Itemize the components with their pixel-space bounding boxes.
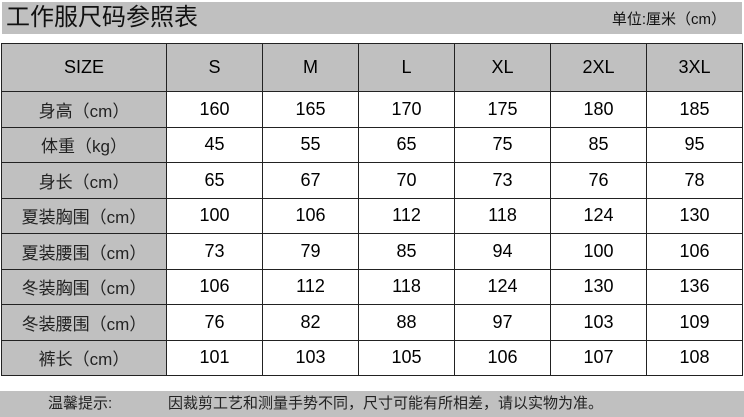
table-cell: 109	[646, 304, 743, 341]
table-cell: 55	[262, 126, 359, 163]
table-cell: 105	[358, 339, 455, 376]
table-cell: 118	[454, 197, 551, 234]
table-row: 裤长（cm） 101 103 105 106 107 108	[1, 339, 743, 376]
table-cell: 75	[454, 126, 551, 163]
table-cell: 130	[550, 268, 647, 305]
table-cell: 103	[262, 339, 359, 376]
row-label: 夏装胸围（cm）	[1, 197, 167, 234]
table-cell: 175	[454, 91, 551, 128]
title-bar: 工作服尺码参照表 单位:厘米（cm）	[2, 2, 742, 34]
row-label: 体重（kg）	[1, 126, 167, 163]
page-title: 工作服尺码参照表	[6, 4, 198, 31]
table-cell: 106	[262, 197, 359, 234]
table-cell: 100	[166, 197, 263, 234]
row-label: 身长（cm）	[1, 162, 167, 199]
table-cell: 100	[550, 233, 647, 270]
table-cell: 78	[646, 162, 743, 199]
row-label: 身高（cm）	[1, 91, 167, 128]
table-cell: 130	[646, 197, 743, 234]
row-label: 冬装腰围（cm）	[1, 304, 167, 341]
table-row: 夏装胸围（cm） 100 106 112 118 124 130	[1, 197, 743, 234]
table-cell: 97	[454, 304, 551, 341]
table-cell: 73	[454, 162, 551, 199]
size-header-l: L	[358, 43, 455, 92]
table-row: 冬装胸围（cm） 106 112 118 124 130 136	[1, 268, 743, 305]
table-cell: 124	[550, 197, 647, 234]
table-cell: 45	[166, 126, 263, 163]
size-header-s: S	[166, 43, 263, 92]
table-cell: 185	[646, 91, 743, 128]
footer-note: 因裁剪工艺和测量手势不同，尺寸可能有所相差，请以实物为准。	[168, 395, 604, 412]
table-cell: 165	[262, 91, 359, 128]
table-cell: 85	[550, 126, 647, 163]
table-cell: 76	[166, 304, 263, 341]
table-cell: 76	[550, 162, 647, 199]
table-cell: 88	[358, 304, 455, 341]
table-cell: 180	[550, 91, 647, 128]
table-cell: 101	[166, 339, 263, 376]
table-cell: 106	[166, 268, 263, 305]
table-cell: 65	[166, 162, 263, 199]
size-header-m: M	[262, 43, 359, 92]
size-chart-table: SIZE S M L XL 2XL 3XL 身高（cm） 160 165 170 175 180 185…	[1, 43, 743, 376]
table-cell: 106	[646, 233, 743, 270]
table-cell: 65	[358, 126, 455, 163]
table-cell: 67	[262, 162, 359, 199]
row-label: 夏装腰围（cm）	[1, 233, 167, 270]
table-row: 体重（kg） 45 55 65 75 85 95	[1, 126, 743, 163]
table-cell: 73	[166, 233, 263, 270]
table-cell: 94	[454, 233, 551, 270]
table-cell: 95	[646, 126, 743, 163]
unit-label: 单位:厘米（cm）	[611, 11, 726, 28]
table-cell: 160	[166, 91, 263, 128]
table-cell: 112	[262, 268, 359, 305]
table-row: 冬装腰围（cm） 76 82 88 97 103 109	[1, 304, 743, 341]
table-row: 身长（cm） 65 67 70 73 76 78	[1, 162, 743, 199]
table-cell: 108	[646, 339, 743, 376]
table-cell: 136	[646, 268, 743, 305]
size-header-xl: XL	[454, 43, 551, 92]
size-header-2xl: 2XL	[550, 43, 647, 92]
table-cell: 112	[358, 197, 455, 234]
header-row: SIZE S M L XL 2XL 3XL	[1, 43, 743, 92]
table-cell: 106	[454, 339, 551, 376]
table-cell: 107	[550, 339, 647, 376]
table-cell: 70	[358, 162, 455, 199]
table-row: 夏装腰围（cm） 73 79 85 94 100 106	[1, 233, 743, 270]
footer-label: 温馨提示:	[48, 395, 113, 412]
size-header-3xl: 3XL	[646, 43, 743, 92]
size-column-header: SIZE	[1, 43, 167, 92]
table-cell: 124	[454, 268, 551, 305]
row-label: 冬装胸围（cm）	[1, 268, 167, 305]
table-row: 身高（cm） 160 165 170 175 180 185	[1, 91, 743, 128]
table-cell: 82	[262, 304, 359, 341]
table-cell: 85	[358, 233, 455, 270]
table-cell: 103	[550, 304, 647, 341]
table-cell: 118	[358, 268, 455, 305]
table-cell: 170	[358, 91, 455, 128]
table-cell: 79	[262, 233, 359, 270]
row-label: 裤长（cm）	[1, 339, 167, 376]
footer-note-bar: 温馨提示: 因裁剪工艺和测量手势不同，尺寸可能有所相差，请以实物为准。	[0, 391, 744, 417]
